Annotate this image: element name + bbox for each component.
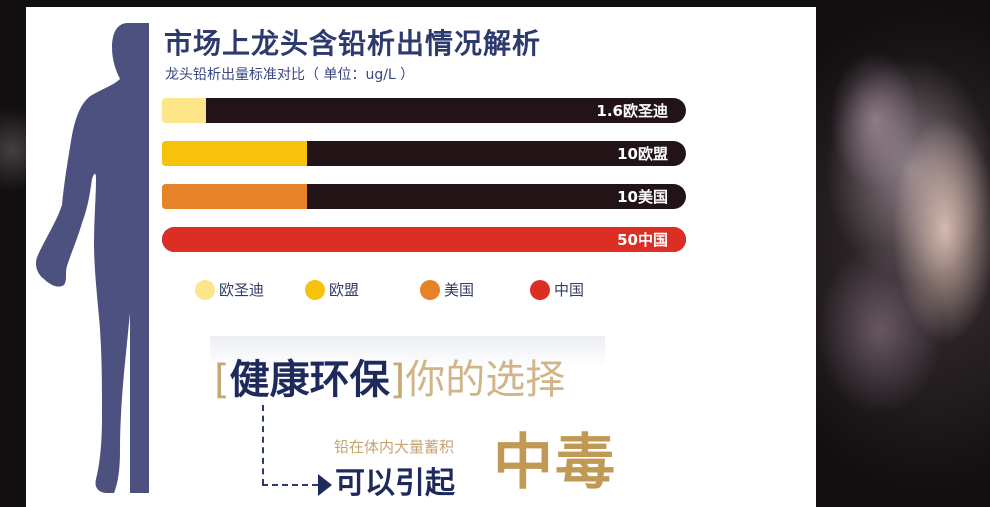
bracket-close: ] [389,357,406,403]
bar-label: 10美国 [617,188,668,206]
slogan: [健康环保]你的选择 [214,352,565,408]
cause-text: 可以引起 [335,466,455,501]
legend-item-osd: 欧圣迪 [195,279,264,300]
legend-label: 中国 [554,281,585,299]
bar-track [162,98,686,123]
slogan-light: 你的选择 [405,357,566,403]
bar-中国 [162,227,686,252]
bar-美国 [162,184,307,209]
legend-dot [305,279,325,300]
legend-dot [530,279,550,300]
bar-欧盟 [162,141,307,166]
legend-label: 欧盟 [329,281,360,299]
face-photo [815,0,990,507]
connector-line [262,405,264,485]
legend-dot [195,279,215,300]
bar-欧圣迪 [162,98,206,123]
poison-text: 中毒 [493,428,617,498]
human-silhouette-icon [36,23,149,493]
slogan-strong: 健康环保 [229,357,390,403]
bar-label: 50中国 [617,231,668,249]
chart-title: 市场上龙头含铅析出情况解析 [164,27,542,60]
chart-subtitle: 龙头铅析出量标准对比（ 单位：ug/L ） [165,67,415,83]
legend-label: 美国 [444,281,475,299]
bar-label: 10欧盟 [617,145,668,163]
lead-bar-chart: 1.6欧圣迪 10欧盟 10美国 50中国 [162,98,686,252]
bar-label: 1.6欧圣迪 [596,102,668,120]
legend-item-cn: 中国 [530,279,584,300]
slogan-backdrop [210,336,605,426]
bracket-open: [ [214,357,230,403]
arrow-right-icon [318,474,332,496]
lead-note: 铅在体内大量蓄积 [334,438,455,456]
legend-dot [420,279,440,300]
legend-label: 欧圣迪 [219,281,265,299]
legend-item-eu: 欧盟 [305,279,359,300]
connector-line [262,484,318,486]
legend-item-us: 美国 [420,279,474,300]
